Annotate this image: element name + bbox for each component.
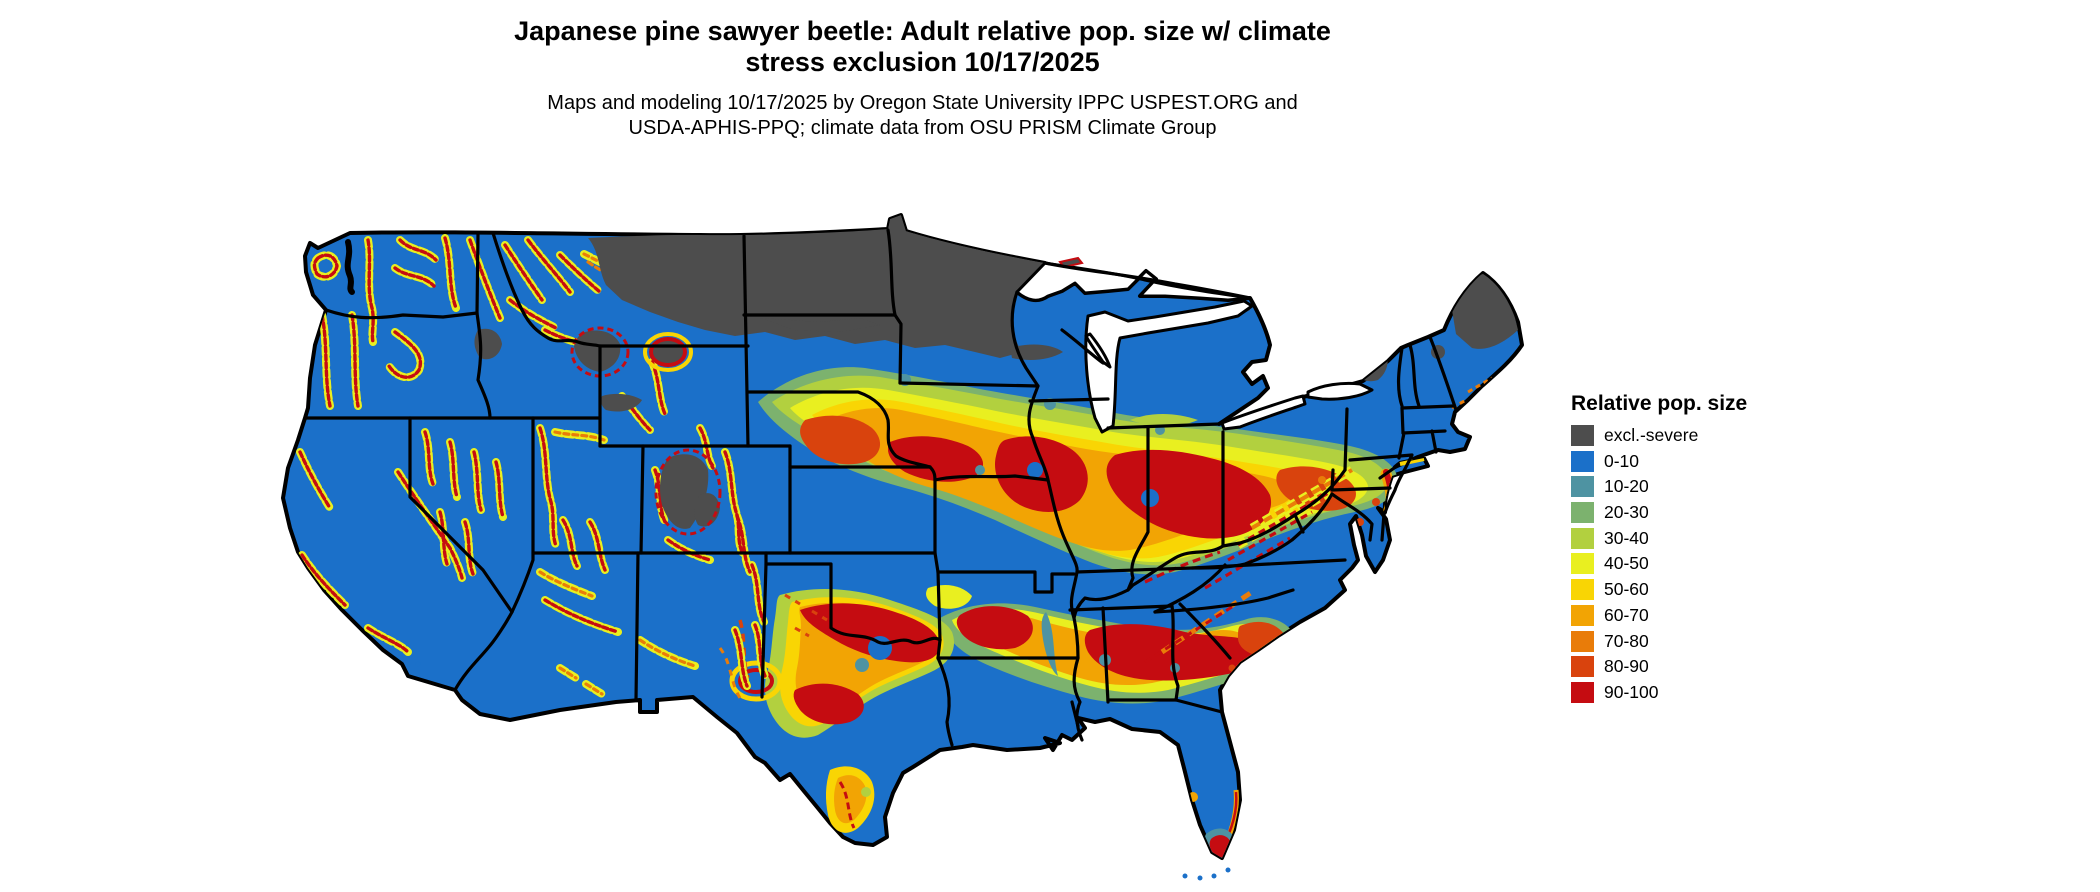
legend-item: 10-20	[1571, 476, 1747, 498]
legend-item: 20-30	[1571, 502, 1747, 524]
legend-swatch	[1571, 527, 1594, 549]
legend-items: excl.-severe 0-10 10-20 20-30 30-40 40-50 50-6…	[1571, 425, 1747, 703]
legend-swatch	[1571, 656, 1594, 678]
legend-item: 50-60	[1571, 579, 1747, 601]
legend-item: 40-50	[1571, 553, 1747, 575]
legend-label: 80-90	[1604, 656, 1649, 677]
map-subtitle-line1: Maps and modeling 10/17/2025 by Oregon S…	[547, 92, 1298, 114]
legend-item: 30-40	[1571, 527, 1747, 549]
map-header: Japanese pine sawyer beetle: Adult relat…	[230, 16, 1615, 141]
black-hills	[643, 332, 693, 372]
map-subtitle: Maps and modeling 10/17/2025 by Oregon S…	[230, 91, 1615, 141]
legend-swatch	[1571, 553, 1594, 575]
lake-erie	[1220, 394, 1307, 431]
legend-label: 70-80	[1604, 630, 1649, 651]
map-subtitle-line2: USDA-APHIS-PPQ; climate data from OSU PR…	[628, 117, 1217, 139]
legend-swatch	[1571, 425, 1594, 446]
legend-label: 0-10	[1604, 450, 1640, 471]
legend: Relative pop. size excl.-severe 0-10 10-20…	[1571, 392, 1747, 708]
legend-label: 50-60	[1604, 579, 1649, 600]
legend-swatch	[1571, 681, 1594, 703]
great-lakes	[1015, 261, 1374, 434]
legend-item: 80-90	[1571, 656, 1747, 678]
legend-label: 90-100	[1604, 681, 1659, 702]
lake-michigan	[1084, 299, 1254, 434]
legend-label: 20-30	[1604, 502, 1649, 523]
excluded-region	[474, 215, 1518, 529]
legend-item: 90-100	[1571, 681, 1747, 703]
map-title-line2: stress exclusion 10/17/2025	[745, 47, 1100, 77]
population-raster	[296, 215, 1518, 858]
legend-item: 0-10	[1571, 450, 1747, 472]
legend-swatch	[1571, 450, 1594, 472]
raster-texas	[703, 588, 955, 834]
raster-west-cores	[298, 236, 767, 688]
legend-item: excl.-severe	[1571, 425, 1747, 446]
legend-label: 60-70	[1604, 604, 1649, 625]
raster-midwest-band	[758, 367, 1398, 609]
state-borders	[303, 228, 1458, 747]
legend-label: 10-20	[1604, 476, 1649, 497]
lake-ontario	[1306, 381, 1374, 401]
legend-item: 70-80	[1571, 630, 1747, 652]
legend-swatch	[1571, 579, 1594, 601]
legend-item: 60-70	[1571, 604, 1747, 626]
legend-label: excl.-severe	[1604, 425, 1699, 445]
legend-label: 40-50	[1604, 553, 1649, 574]
legend-swatch	[1571, 604, 1594, 626]
map-title: Japanese pine sawyer beetle: Adult relat…	[230, 16, 1615, 78]
legend-swatch	[1571, 502, 1594, 524]
legend-label: 30-40	[1604, 527, 1649, 548]
map-title-line1: Japanese pine sawyer beetle: Adult relat…	[514, 16, 1331, 46]
legend-swatch	[1571, 476, 1594, 498]
canada-border-through-lakes	[1044, 261, 1251, 300]
coastal-details	[344, 239, 1231, 881]
legend-swatch	[1571, 630, 1594, 652]
legend-title: Relative pop. size	[1571, 392, 1748, 415]
